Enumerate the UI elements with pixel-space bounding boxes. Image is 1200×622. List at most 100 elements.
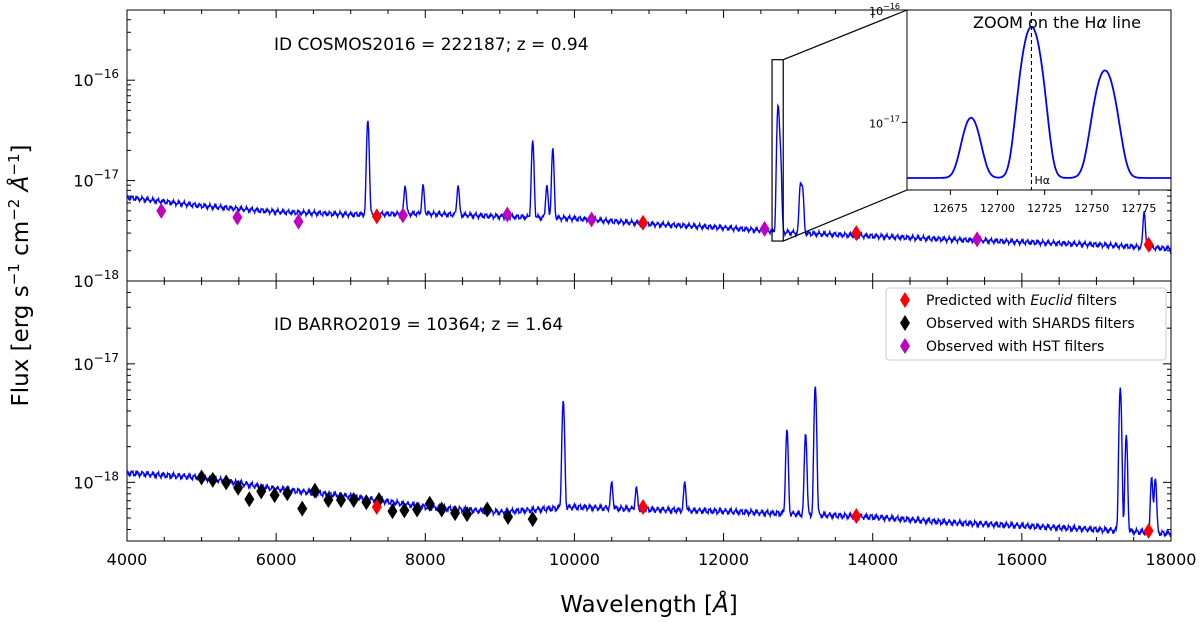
shards-point-1-11 [336, 491, 347, 508]
x-tick-label-4: 12000 [698, 550, 749, 569]
shards-point-1-13 [361, 494, 372, 511]
shards-point-1-0 [196, 469, 207, 486]
y-tick-label-0-2: 10−16 [73, 67, 119, 90]
spectrum-line-1 [126, 386, 1172, 538]
zoom-connector-bottom [782, 189, 908, 242]
euclid-point-0-2 [851, 225, 862, 242]
x-tick-label-3: 10000 [549, 550, 600, 569]
inset-y-tick-exp: −16 [883, 2, 900, 11]
x-axis-label-unit: Å [711, 590, 729, 618]
legend-marker-1 [900, 315, 910, 331]
legend-label-euclid: Predicted with Euclid filters [926, 293, 1117, 309]
zoom-box [771, 59, 784, 242]
inset-x-tick-label-0: 12675 [933, 202, 968, 215]
euclid-point-1-0 [371, 498, 382, 515]
y-tick-label-0-0: 10−18 [73, 268, 119, 291]
inset-halpha-label: Hα [1034, 174, 1050, 187]
y-tick-base: 10 [73, 272, 93, 291]
y-tick-base: 10 [73, 172, 93, 191]
shards-point-1-22 [482, 501, 493, 518]
euclid-point-0-3 [1143, 236, 1154, 253]
inset-title-suffix: line [1107, 13, 1141, 32]
inset-title-greek: α [1096, 13, 1107, 32]
shards-point-1-7 [282, 485, 293, 502]
x-tick-label-5: 14000 [847, 550, 898, 569]
y-tick-label-1-1: 10−17 [73, 351, 119, 374]
y-axis-label-part-0: Flux [erg s [8, 285, 34, 406]
legend-label-euclid-suffix: filters [1072, 293, 1116, 309]
hst-point-0-7 [972, 231, 983, 248]
hst-point-0-0 [156, 202, 167, 219]
legend-label-euclid-italic: Euclid [1030, 293, 1072, 309]
y-tick-base: 10 [73, 355, 93, 374]
shards-point-1-1 [207, 471, 218, 488]
shards-point-1-3 [233, 479, 244, 496]
shards-point-1-12 [348, 491, 359, 508]
shards-point-1-4 [244, 491, 255, 508]
y-axis-label-exp-0: −1 [5, 263, 23, 285]
y-tick-label-1-0: 10−18 [73, 469, 119, 492]
legend-label-shards: Observed with SHARDS filters [926, 316, 1135, 332]
inset-frame [906, 9, 1172, 191]
shards-point-1-15 [387, 503, 398, 520]
euclid-point-0-1 [638, 214, 649, 231]
inset-title: ZOOM on the Hα line [973, 13, 1141, 32]
shards-point-1-21 [462, 506, 473, 523]
x-tick-label-1: 6000 [256, 550, 297, 569]
panel-top-annotation: ID COSMOS2016 = 222187; z = 0.94 [274, 35, 589, 55]
y-tick-exp: −17 [94, 351, 119, 365]
shards-point-1-20 [450, 505, 461, 522]
inset-x-tick-label-3: 12750 [1074, 202, 1109, 215]
y-tick-base: 10 [73, 473, 93, 492]
shards-point-1-18 [424, 495, 435, 512]
shards-point-1-23 [503, 509, 514, 526]
shards-point-1-6 [269, 487, 280, 504]
x-axis-label: Wavelength [Å] [560, 590, 737, 618]
y-axis-label: Flux [erg s−1 cm−2 Å−1] [5, 145, 34, 407]
y-tick-exp: −17 [94, 168, 119, 182]
y-axis-label-part-4: Å [6, 176, 34, 199]
x-tick-label-0: 4000 [107, 550, 148, 569]
y-tick-base: 10 [73, 71, 93, 90]
y-axis-label-exp-1: −2 [5, 199, 23, 221]
y-axis-label-exp-2: −1 [5, 153, 23, 175]
legend-label-euclid-prefix: Predicted with [926, 293, 1030, 309]
zoom-connector-top [783, 9, 908, 61]
euclid-point-1-3 [1143, 522, 1154, 539]
x-tick-label-6: 16000 [996, 550, 1047, 569]
y-tick-exp: −18 [94, 469, 119, 483]
hst-point-0-3 [397, 207, 408, 224]
y-tick-label-0-1: 10−17 [73, 168, 119, 191]
euclid-point-0-0 [371, 208, 382, 225]
x-tick-label-2: 8000 [405, 550, 446, 569]
photometry-markers [156, 202, 1154, 539]
legend-box [885, 287, 1167, 361]
shards-point-1-8 [297, 500, 308, 517]
shards-point-1-16 [399, 502, 410, 519]
legend-marker-0 [900, 292, 910, 308]
inset-y-tick-exp: −17 [883, 114, 900, 123]
inset-title-prefix: ZOOM on the H [973, 13, 1096, 32]
inset-spectrum-line [907, 25, 1171, 179]
x-axis-label-text: Wavelength [ [560, 592, 713, 618]
hst-point-0-6 [759, 220, 770, 237]
inset-x-tick-label-2: 12725 [1027, 202, 1062, 215]
panel-bottom-annotation: ID BARRO2019 = 10364; z = 1.64 [274, 315, 563, 335]
legend-label-hst: Observed with HST filters [926, 339, 1104, 355]
hst-point-0-5 [586, 211, 597, 228]
hst-point-0-4 [502, 206, 513, 223]
spectra-lines [126, 103, 1172, 538]
y-axis-label-part-2: cm [8, 221, 34, 263]
spectrum-line-0 [126, 103, 1172, 255]
inset-y-tick-label-1: 10−16 [869, 2, 900, 18]
shards-point-1-19 [436, 501, 447, 518]
legend-marker-2 [900, 338, 910, 354]
hst-point-0-1 [232, 209, 243, 226]
inset-y-tick-base: 10 [869, 117, 883, 130]
euclid-point-1-2 [851, 508, 862, 525]
y-tick-exp: −18 [94, 268, 119, 282]
shards-point-1-9 [309, 482, 320, 499]
